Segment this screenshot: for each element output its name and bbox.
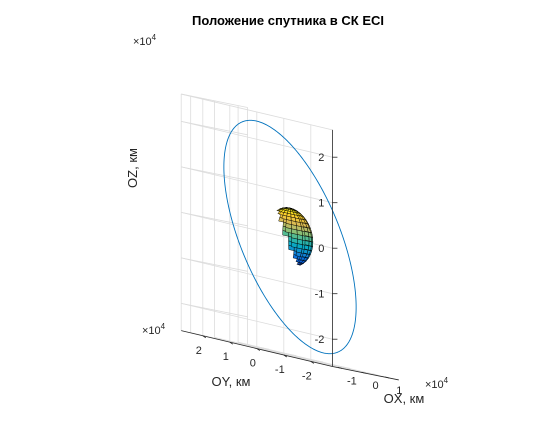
y-tick-label: -1	[275, 364, 285, 376]
x-axis-label: OX, км	[384, 391, 425, 406]
x-tick-label: 0	[373, 380, 379, 392]
z-tick-label: 0	[318, 243, 324, 255]
y-axis-label: OY, км	[212, 374, 251, 389]
z-tick-label: 1	[318, 198, 324, 210]
z-tick-label: 2	[318, 152, 324, 164]
z-tick-label: -2	[315, 334, 325, 346]
grid	[181, 94, 389, 378]
chart-title: Положение спутника в СК ECI	[192, 13, 384, 28]
y-axis-exponent: ×104	[142, 322, 166, 337]
y-tick-label: -2	[302, 370, 312, 382]
z-tick-label: -1	[315, 289, 325, 301]
z-axis-exponent: ×104	[133, 33, 157, 48]
y-tick-label: 1	[223, 351, 229, 363]
z-axis-label: OZ, км	[125, 148, 140, 188]
y-tick-label: 2	[196, 345, 202, 357]
x-tick-label: -1	[347, 375, 357, 387]
x-tick-mark	[385, 377, 389, 378]
x-axis-exponent: ×104	[425, 376, 449, 391]
y-tick-label: 0	[250, 358, 256, 370]
